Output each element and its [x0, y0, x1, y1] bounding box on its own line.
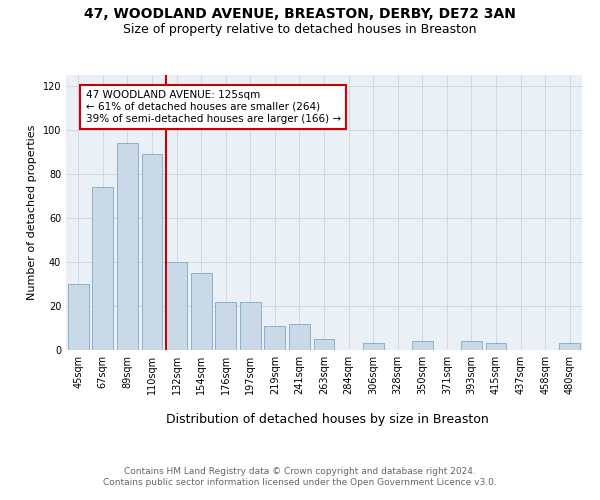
Bar: [265, 326, 286, 350]
Bar: [215, 302, 236, 350]
Bar: [485, 344, 506, 350]
Text: 47 WOODLAND AVENUE: 125sqm
← 61% of detached houses are smaller (264)
39% of sem: 47 WOODLAND AVENUE: 125sqm ← 61% of deta…: [86, 90, 341, 124]
Bar: [362, 344, 383, 350]
Bar: [289, 324, 310, 350]
Bar: [92, 187, 113, 350]
Text: Contains HM Land Registry data © Crown copyright and database right 2024.
Contai: Contains HM Land Registry data © Crown c…: [103, 468, 497, 487]
Text: Size of property relative to detached houses in Breaston: Size of property relative to detached ho…: [123, 22, 477, 36]
Bar: [117, 143, 138, 350]
Text: Distribution of detached houses by size in Breaston: Distribution of detached houses by size …: [166, 412, 488, 426]
Bar: [240, 302, 261, 350]
Text: 47, WOODLAND AVENUE, BREASTON, DERBY, DE72 3AN: 47, WOODLAND AVENUE, BREASTON, DERBY, DE…: [84, 8, 516, 22]
Bar: [559, 344, 580, 350]
Bar: [461, 341, 482, 350]
Y-axis label: Number of detached properties: Number of detached properties: [27, 125, 37, 300]
Bar: [191, 273, 212, 350]
Bar: [314, 339, 334, 350]
Bar: [68, 284, 89, 350]
Bar: [166, 262, 187, 350]
Bar: [412, 341, 433, 350]
Bar: [142, 154, 163, 350]
